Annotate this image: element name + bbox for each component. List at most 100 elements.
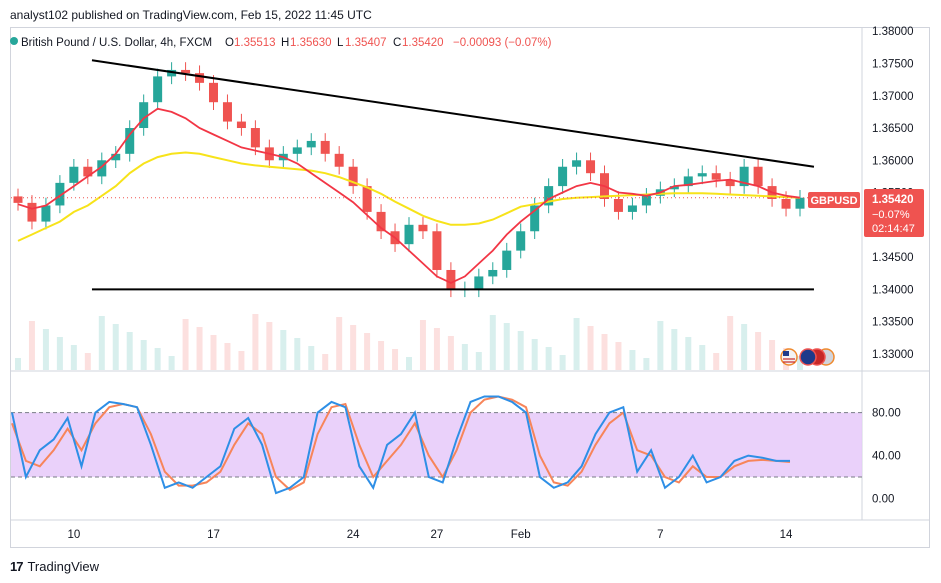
candle bbox=[292, 147, 302, 154]
candle bbox=[55, 182, 65, 206]
legend-low-label: L bbox=[337, 37, 344, 49]
candle bbox=[27, 202, 37, 222]
volume-bar bbox=[350, 325, 357, 370]
volume-bar bbox=[238, 351, 245, 370]
legend-high: 1.35630 bbox=[290, 37, 332, 49]
volume-bar bbox=[196, 327, 203, 370]
volume-bar bbox=[517, 331, 524, 370]
candle bbox=[572, 160, 582, 167]
candle bbox=[236, 121, 246, 129]
candle bbox=[697, 173, 707, 177]
candle bbox=[139, 102, 149, 129]
volume-bar bbox=[98, 316, 105, 370]
chart-legend: British Pound / U.S. Dollar, 4h, FXCM O … bbox=[10, 37, 552, 49]
volume-bar bbox=[28, 321, 35, 370]
symbol-tag: GBPUSD bbox=[810, 195, 857, 207]
volume-bar bbox=[322, 354, 329, 370]
candle bbox=[544, 186, 554, 206]
candle bbox=[41, 205, 51, 222]
candle bbox=[320, 140, 330, 154]
volume-bar bbox=[489, 315, 496, 370]
time-tick-label: Feb bbox=[511, 529, 531, 541]
chart-frame bbox=[10, 27, 930, 548]
volume-bar bbox=[252, 314, 259, 370]
candle bbox=[418, 224, 428, 232]
candle bbox=[711, 173, 721, 180]
price-tick-label: 1.36000 bbox=[872, 155, 914, 167]
stochastic-pane[interactable] bbox=[11, 395, 862, 495]
legend-open: 1.35513 bbox=[234, 37, 276, 49]
volume-bar bbox=[699, 345, 706, 370]
price-tick-label: 1.34000 bbox=[872, 284, 914, 296]
candle bbox=[669, 186, 679, 190]
volume-bar bbox=[545, 347, 552, 370]
candle bbox=[488, 269, 498, 277]
volume-bar bbox=[559, 355, 566, 370]
volume-bar bbox=[447, 336, 454, 370]
time-tick-label: 27 bbox=[431, 529, 444, 541]
volume-bar bbox=[224, 343, 231, 370]
volume-bar bbox=[741, 324, 748, 370]
candle bbox=[613, 199, 623, 212]
volume-bar bbox=[713, 353, 720, 370]
volume-bar bbox=[531, 339, 538, 370]
price-tag-countdown: 02:14:47 bbox=[872, 223, 915, 235]
candle bbox=[795, 197, 805, 209]
price-tick-label: 1.33500 bbox=[872, 317, 914, 329]
volume-bar bbox=[280, 330, 287, 370]
volume-bar bbox=[601, 334, 608, 370]
candle bbox=[432, 231, 442, 270]
price-pane[interactable] bbox=[11, 28, 930, 521]
volume-bar bbox=[461, 344, 468, 370]
last-price-tag: GBPUSD 1.35420 −0.07% 02:14:47 bbox=[808, 189, 924, 237]
volume-bar bbox=[406, 357, 412, 370]
price-tag-change: −0.07% bbox=[872, 209, 910, 221]
candle bbox=[97, 160, 107, 177]
stochastic-k-line bbox=[11, 395, 790, 495]
volume-bar bbox=[70, 345, 77, 370]
price-tick-label: 1.38000 bbox=[872, 26, 914, 38]
symbol-status-dot bbox=[10, 37, 18, 45]
candle bbox=[13, 196, 23, 203]
price-tick-label: 1.37000 bbox=[872, 91, 914, 103]
volume-bar bbox=[266, 322, 273, 370]
candle bbox=[474, 276, 484, 290]
volume-bar bbox=[42, 329, 49, 370]
volume-bar bbox=[364, 333, 371, 370]
time-tick-label: 14 bbox=[780, 529, 793, 541]
time-tick-label: 7 bbox=[657, 529, 663, 541]
price-tick-label: 1.33000 bbox=[872, 349, 914, 361]
time-axis[interactable]: 10 17 24 27 Feb 7 14 bbox=[67, 529, 793, 541]
currency-flags-icon[interactable] bbox=[780, 348, 835, 366]
candle bbox=[348, 166, 358, 187]
legend-change: −0.00093 (−0.07%) bbox=[453, 37, 552, 49]
candle bbox=[209, 82, 218, 103]
volume-bar bbox=[56, 337, 63, 370]
volume-bar bbox=[112, 324, 119, 370]
candle bbox=[306, 140, 316, 148]
ma-slow-line bbox=[17, 151, 801, 242]
volume-bar bbox=[643, 358, 650, 370]
candle bbox=[502, 250, 512, 270]
tradingview-logo-icon[interactable]: 17 bbox=[10, 558, 24, 574]
trendline[interactable] bbox=[91, 59, 815, 168]
candle bbox=[222, 102, 232, 122]
stochastic-d-line bbox=[11, 395, 791, 492]
volume-bar bbox=[769, 340, 776, 370]
volume-bar bbox=[615, 342, 622, 370]
candle bbox=[683, 176, 693, 187]
volume-bar bbox=[392, 349, 399, 370]
volume-bar bbox=[126, 332, 133, 370]
footer: 17 TradingView bbox=[10, 556, 99, 576]
candle bbox=[404, 224, 414, 245]
candle bbox=[516, 231, 526, 251]
stochastic-tick-label: 40.00 bbox=[872, 451, 901, 463]
tradingview-brand[interactable]: TradingView bbox=[27, 558, 100, 574]
candle bbox=[83, 166, 93, 177]
volume-bar bbox=[140, 340, 147, 370]
stochastic-axis[interactable]: 80.00 40.00 0.00 bbox=[872, 408, 901, 506]
price-tick-label: 1.36500 bbox=[872, 123, 914, 135]
candle bbox=[641, 195, 651, 206]
volume-bar bbox=[294, 338, 301, 370]
